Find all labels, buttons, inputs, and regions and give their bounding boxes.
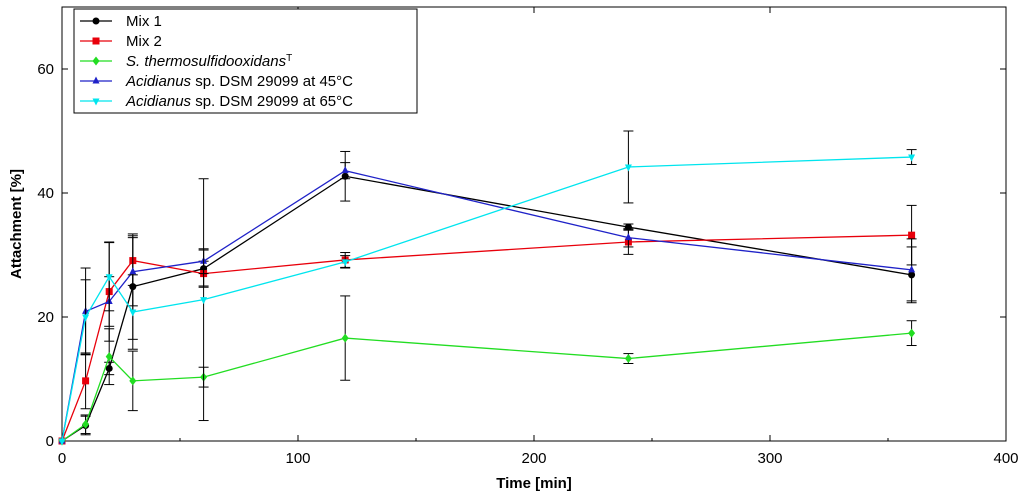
x-axis-title: Time [min] [496, 475, 572, 492]
data-point [129, 376, 137, 386]
y-tick-label: 20 [37, 309, 54, 326]
data-point [341, 259, 349, 267]
y-tick-label: 0 [46, 433, 54, 450]
series-line [61, 175, 912, 442]
x-tick-label: 300 [757, 450, 782, 467]
legend-label-part: sp. DSM 29099 at 45°C [191, 73, 353, 90]
data-point [624, 223, 632, 231]
data-point [82, 314, 90, 322]
legend-label-part: Acidianus [125, 93, 192, 110]
data-point [82, 377, 90, 385]
legend-marker [92, 17, 100, 25]
legend-label-part: Acidianus [125, 73, 192, 90]
data-point [908, 265, 916, 273]
x-tick-label: 400 [993, 450, 1018, 467]
data-point [105, 274, 113, 282]
legend-marker [92, 37, 100, 45]
legend-label-part: sp. DSM 29099 at 65°C [191, 93, 353, 110]
series-2 [58, 204, 917, 445]
x-tick-label: 200 [521, 450, 546, 467]
legend-label: Mix 1 [126, 13, 162, 30]
legend-marker [92, 76, 100, 84]
data-point [624, 164, 632, 172]
data-point [82, 419, 90, 429]
legend-label-part: Mix 2 [126, 33, 162, 50]
data-point [908, 328, 916, 338]
y-tick-label: 60 [37, 61, 54, 78]
data-point [908, 154, 916, 162]
legend-item-4: Acidianus sp. DSM 29099 at 45°C [80, 73, 353, 90]
series-5 [58, 130, 917, 446]
data-point [58, 438, 66, 446]
series-line [61, 234, 912, 442]
data-point [341, 333, 349, 343]
series-1 [58, 150, 917, 445]
legend-label: S. thermosulfidooxidansT [126, 53, 292, 71]
x-tick-label: 100 [285, 450, 310, 467]
data-point [908, 231, 916, 239]
data-point [341, 166, 349, 174]
y-tick-label: 40 [37, 185, 54, 202]
series-3 [58, 295, 917, 446]
y-axis-title: Attachment [%] [8, 169, 25, 279]
legend-item-2: Mix 2 [80, 33, 162, 50]
legend-label-part: Mix 1 [126, 13, 162, 30]
x-tick-label: 0 [58, 450, 66, 467]
data-point [624, 354, 632, 364]
series-line [61, 156, 912, 442]
legend-label: Acidianus sp. DSM 29099 at 45°C [125, 73, 353, 90]
legend-marker [92, 56, 100, 66]
legend-box [73, 8, 418, 114]
data-point [105, 352, 113, 362]
series-line [61, 169, 912, 442]
legend-item-3: S. thermosulfidooxidansT [80, 53, 292, 71]
legend: Mix 1 Mix 2 S. thermosulfidooxidansT Acidia… [73, 8, 418, 114]
legend-label: Acidianus sp. DSM 29099 at 65°C [125, 93, 353, 110]
legend-label-part: T [286, 53, 292, 64]
legend-label-part: S. thermosulfidooxidans [126, 53, 287, 70]
legend-item-5: Acidianus sp. DSM 29099 at 65°C [80, 93, 353, 110]
data-point [129, 267, 137, 275]
legend-item-1: Mix 1 [80, 13, 162, 30]
legend-marker [92, 98, 100, 106]
data-point [624, 233, 632, 241]
data-point [200, 297, 208, 305]
axis-ticks: 0 100 200 300 400 0 20 40 60 [37, 7, 1019, 467]
data-point [129, 309, 137, 317]
series-layer [58, 130, 917, 446]
legend-label: Mix 2 [126, 33, 162, 50]
series-line [61, 332, 912, 442]
